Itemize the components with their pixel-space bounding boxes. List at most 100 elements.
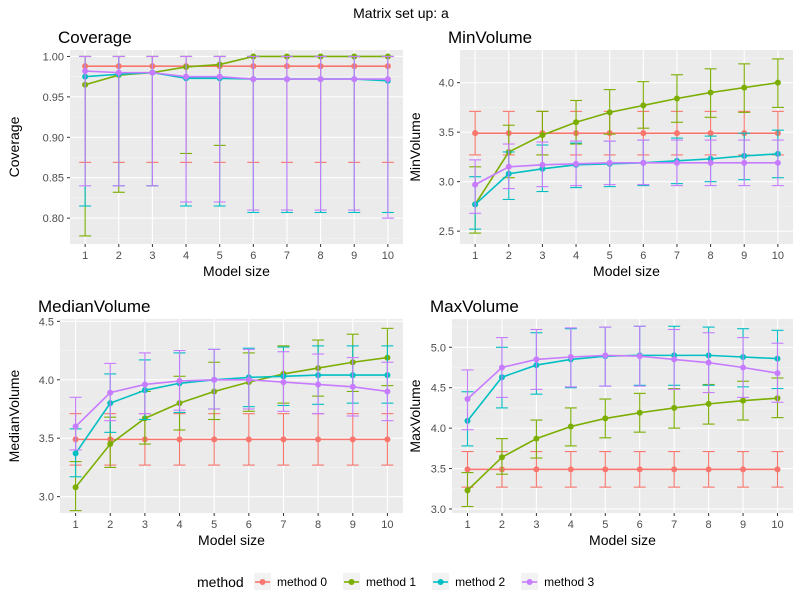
- x-tick-label: 10: [772, 250, 784, 262]
- data-point: [740, 466, 747, 473]
- data-point: [640, 130, 647, 137]
- data-point: [636, 409, 643, 416]
- panel-medianvolume: 3.0 3.5 4.0 4.5 1 2 3 4 5 6 7 8 9 10 MedianVolume Model…: [6, 297, 403, 548]
- y-axis-title: MedianVolume: [6, 369, 22, 462]
- y-tick-label: 4.0: [39, 375, 54, 387]
- data-point: [245, 376, 252, 383]
- y-tick-label: 3.5: [431, 464, 446, 476]
- data-point: [539, 132, 546, 139]
- series-method-3: [461, 325, 784, 431]
- panel-coverage: 0.80 0.85 0.90 0.95 1.00 1 2 3 4 5 6 7 8 9 10 Coverage M…: [6, 28, 403, 279]
- data-point: [216, 73, 223, 80]
- data-point: [774, 370, 781, 377]
- data-point: [115, 69, 122, 76]
- legend-item-method-2: method 2: [432, 573, 505, 590]
- data-point: [472, 130, 479, 137]
- data-point: [211, 436, 218, 443]
- legend-label: method 3: [544, 575, 594, 589]
- panel-title: MinVolume: [448, 28, 532, 47]
- data-point: [740, 397, 747, 404]
- y-tick-label: 3.5: [439, 127, 454, 139]
- data-point: [741, 84, 748, 91]
- legend-label: method 1: [366, 575, 416, 589]
- x-tick-label: 3: [539, 250, 545, 262]
- legend: method method 0 method 1 method 2 method 3: [197, 573, 595, 590]
- data-point: [539, 161, 546, 168]
- data-point: [705, 466, 712, 473]
- series-line: [466, 354, 778, 400]
- series-line: [474, 162, 778, 186]
- y-axis-title: Coverage: [6, 116, 22, 177]
- data-point: [384, 436, 391, 443]
- data-point: [606, 159, 613, 166]
- x-tick-label: 9: [741, 250, 747, 262]
- panel-title: MaxVolume: [430, 297, 519, 316]
- x-axis-title: Model size: [593, 263, 660, 279]
- y-tick-label: 4.0: [439, 78, 454, 90]
- data-point: [602, 352, 609, 359]
- data-point: [72, 423, 79, 430]
- data-point: [673, 95, 680, 102]
- data-point: [283, 76, 290, 83]
- data-point: [149, 69, 156, 76]
- x-tick-label: 6: [246, 519, 252, 531]
- data-point: [384, 76, 391, 83]
- data-point: [707, 159, 714, 166]
- data-point: [705, 400, 712, 407]
- data-point: [464, 396, 471, 403]
- data-point: [573, 119, 580, 126]
- x-tick-label: 9: [351, 250, 357, 262]
- y-tick-label: 0.90: [43, 132, 64, 144]
- x-tick-label: 10: [771, 519, 783, 531]
- x-tick-label: 8: [708, 250, 714, 262]
- data-point: [671, 356, 678, 363]
- data-point: [107, 389, 114, 396]
- x-tick-label: 9: [350, 519, 356, 531]
- data-point: [315, 381, 322, 388]
- y-axis-title: MaxVolume: [407, 379, 423, 452]
- data-point: [636, 466, 643, 473]
- panel-title: MedianVolume: [38, 297, 150, 316]
- data-point: [533, 356, 540, 363]
- data-point: [176, 436, 183, 443]
- data-point: [774, 79, 781, 86]
- legend-key-point: [526, 579, 533, 585]
- data-point: [573, 160, 580, 167]
- x-tick-label: 2: [116, 250, 122, 262]
- legend-item-method-3: method 3: [521, 573, 595, 590]
- data-point: [464, 466, 471, 473]
- data-point: [317, 76, 324, 83]
- legend-key-point: [259, 579, 266, 585]
- series-line: [85, 70, 388, 80]
- y-tick-label: 0.95: [43, 92, 64, 104]
- x-tick-label: 10: [382, 250, 394, 262]
- x-tick-label: 5: [607, 250, 613, 262]
- x-tick-label: 6: [250, 250, 256, 262]
- data-point: [533, 435, 540, 442]
- y-tick-label: 0.85: [43, 173, 64, 185]
- x-tick-label: 3: [149, 250, 155, 262]
- data-point: [707, 89, 714, 96]
- x-tick-label: 5: [602, 519, 608, 531]
- data-point: [636, 353, 643, 360]
- x-tick-label: 5: [217, 250, 223, 262]
- x-tick-label: 7: [280, 519, 286, 531]
- x-tick-label: 1: [472, 250, 478, 262]
- data-point: [606, 109, 613, 116]
- legend-label: method 0: [277, 575, 327, 589]
- y-tick-label: 0.80: [43, 213, 64, 225]
- x-tick-label: 7: [674, 250, 680, 262]
- x-tick-label: 1: [73, 519, 79, 531]
- x-tick-label: 2: [499, 519, 505, 531]
- data-point: [741, 159, 748, 166]
- y-tick-label: 4.5: [39, 316, 54, 328]
- data-point: [315, 436, 322, 443]
- series-line: [75, 378, 388, 428]
- panel-background: [60, 319, 403, 513]
- x-tick-label: 4: [176, 519, 182, 531]
- data-point: [671, 404, 678, 411]
- x-tick-label: 2: [107, 519, 113, 531]
- data-point: [250, 76, 257, 83]
- data-point: [280, 436, 287, 443]
- series-method-3: [469, 139, 784, 214]
